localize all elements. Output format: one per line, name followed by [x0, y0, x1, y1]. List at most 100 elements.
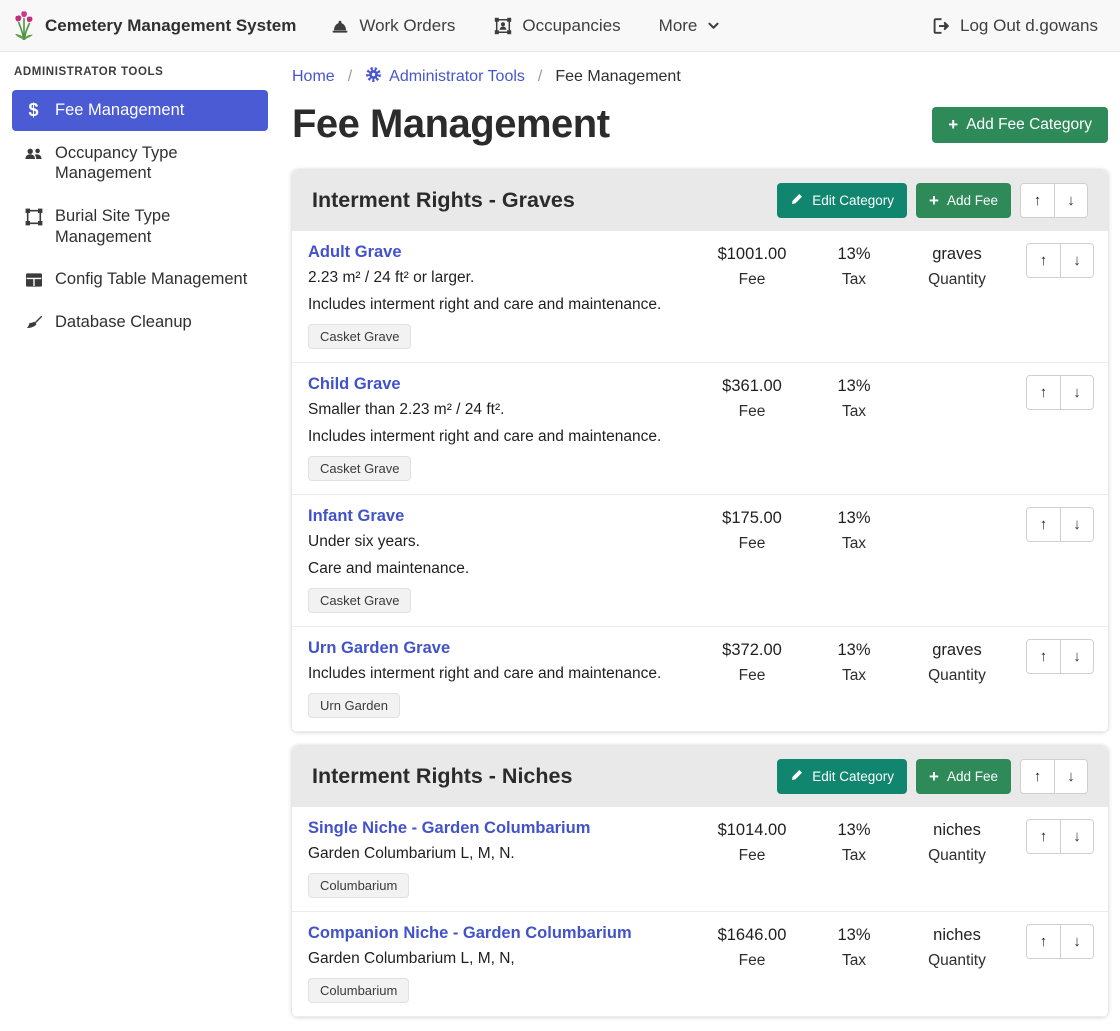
- logout-button[interactable]: Log Out d.gowans: [931, 16, 1098, 36]
- fee-amount-label: Fee: [738, 952, 766, 969]
- category-reorder-buttons: ↑ ↓: [1020, 183, 1088, 218]
- move-fee-up-button[interactable]: ↑: [1027, 244, 1060, 277]
- move-fee-down-button[interactable]: ↓: [1060, 820, 1093, 853]
- category-title: Interment Rights - Graves: [312, 188, 575, 212]
- add-fee-button[interactable]: + Add Fee: [916, 183, 1011, 218]
- fee-tax-column: 13% Tax: [804, 819, 904, 865]
- fee-tax-label: Tax: [841, 952, 867, 969]
- fee-type-tag: Urn Garden: [308, 693, 400, 718]
- sidebar-item-occupancy-type[interactable]: Occupancy Type Management: [12, 133, 268, 194]
- arrow-up-icon: ↑: [1033, 768, 1042, 785]
- fee-quantity-unit: niches: [933, 926, 981, 944]
- sidebar-item-config-table[interactable]: Config Table Management: [12, 259, 268, 300]
- fee-amount-column: $372.00 Fee: [700, 639, 804, 685]
- fee-type-tag: Casket Grave: [308, 456, 412, 481]
- broom-icon: [23, 313, 44, 333]
- move-fee-down-button[interactable]: ↓: [1060, 508, 1093, 541]
- add-fee-button[interactable]: + Add Fee: [916, 759, 1011, 794]
- dollar-icon: $: [28, 100, 39, 120]
- move-category-up-button[interactable]: ↑: [1021, 184, 1054, 217]
- admin-sidebar: ADMINISTRATOR TOOLS $ Fee Management Occ…: [0, 52, 280, 357]
- hard-hat-icon: [330, 16, 350, 36]
- fee-amount-value: $1014.00: [717, 821, 787, 839]
- arrow-down-icon: ↓: [1073, 828, 1081, 845]
- move-category-up-button[interactable]: ↑: [1021, 760, 1054, 793]
- sidebar-heading: ADMINISTRATOR TOOLS: [14, 66, 164, 78]
- fee-quantity-label: Quantity: [928, 952, 986, 969]
- app-title: Cemetery Management System: [45, 15, 297, 35]
- pencil-icon: [790, 192, 804, 209]
- move-fee-up-button[interactable]: ↑: [1027, 640, 1060, 673]
- move-category-down-button[interactable]: ↓: [1054, 760, 1087, 793]
- breadcrumb-home-link[interactable]: Home: [292, 68, 335, 85]
- fee-row: Adult Grave 2.23 m² / 24 ft² or larger. …: [292, 231, 1108, 363]
- fee-name-link[interactable]: Infant Grave: [308, 507, 405, 525]
- fee-amount-column: $1646.00 Fee: [700, 924, 804, 970]
- arrow-up-icon: ↑: [1039, 252, 1048, 269]
- fee-quantity-column: graves Quantity: [904, 243, 1010, 289]
- tulip-logo-icon: [12, 10, 36, 42]
- sidebar-item-burial-site-type[interactable]: Burial Site Type Management: [12, 196, 268, 257]
- add-fee-category-button[interactable]: + Add Fee Category: [932, 106, 1108, 143]
- fee-name-link[interactable]: Companion Niche - Garden Columbarium: [308, 924, 632, 942]
- edit-category-button[interactable]: Edit Category: [777, 759, 908, 794]
- fee-tax-value: 13%: [837, 509, 871, 527]
- gear-icon: [365, 66, 382, 88]
- sidebar-item-database-cleanup[interactable]: Database Cleanup: [12, 302, 268, 343]
- fee-row: Companion Niche - Garden Columbarium Gar…: [292, 912, 1108, 1017]
- nav-more[interactable]: More: [659, 16, 722, 36]
- fee-list: Adult Grave 2.23 m² / 24 ft² or larger. …: [292, 231, 1108, 732]
- fee-type-tag: Casket Grave: [308, 324, 412, 349]
- nav-work-orders[interactable]: Work Orders: [330, 16, 455, 36]
- fee-amount-column: $361.00 Fee: [700, 375, 804, 421]
- move-category-down-button[interactable]: ↓: [1054, 184, 1087, 217]
- breadcrumb: Home / Administrator Tools / Fee Managem…: [292, 66, 1108, 88]
- move-fee-down-button[interactable]: ↓: [1060, 925, 1093, 958]
- fee-name-link[interactable]: Urn Garden Grave: [308, 639, 451, 657]
- plus-icon: +: [929, 767, 939, 786]
- fee-amount-column: $175.00 Fee: [700, 507, 804, 553]
- occupancy-frame-icon: [493, 16, 513, 36]
- sign-out-icon: [931, 16, 951, 36]
- fee-name-link[interactable]: Single Niche - Garden Columbarium: [308, 819, 591, 837]
- fee-name-link[interactable]: Child Grave: [308, 375, 401, 393]
- fee-description-1: Under six years.: [308, 533, 420, 550]
- fee-description-2: Includes interment right and care and ma…: [308, 428, 662, 445]
- fee-reorder-buttons: ↑ ↓: [1026, 243, 1094, 278]
- arrow-up-icon: ↑: [1039, 384, 1048, 401]
- fee-description-1: 2.23 m² / 24 ft² or larger.: [308, 269, 475, 286]
- arrow-up-icon: ↑: [1039, 648, 1048, 665]
- edit-category-button[interactable]: Edit Category: [777, 183, 908, 218]
- nav-occupancies[interactable]: Occupancies: [493, 16, 621, 36]
- fee-tax-column: 13% Tax: [804, 243, 904, 289]
- app-brand[interactable]: Cemetery Management System: [12, 10, 296, 42]
- fee-quantity-unit: graves: [932, 245, 982, 263]
- move-fee-down-button[interactable]: ↓: [1060, 244, 1093, 277]
- move-fee-up-button[interactable]: ↑: [1027, 376, 1060, 409]
- move-fee-up-button[interactable]: ↑: [1027, 820, 1060, 853]
- move-fee-up-button[interactable]: ↑: [1027, 508, 1060, 541]
- breadcrumb-current: Fee Management: [555, 68, 681, 85]
- frame-icon: [23, 207, 44, 227]
- top-navbar: Cemetery Management System Work Orders: [0, 0, 1120, 52]
- fee-quantity-unit: niches: [933, 821, 981, 839]
- sidebar-item-fee-management[interactable]: $ Fee Management: [12, 90, 268, 131]
- move-fee-up-button[interactable]: ↑: [1027, 925, 1060, 958]
- fee-row: Infant Grave Under six years. Care and m…: [292, 495, 1108, 627]
- fee-reorder-buttons: ↑ ↓: [1026, 507, 1094, 542]
- fee-amount-column: $1001.00 Fee: [700, 243, 804, 289]
- fee-amount-label: Fee: [738, 667, 766, 684]
- fee-row: Urn Garden Grave Includes interment righ…: [292, 627, 1108, 732]
- arrow-up-icon: ↑: [1033, 192, 1042, 209]
- fee-amount-value: $1001.00: [717, 245, 787, 263]
- move-fee-down-button[interactable]: ↓: [1060, 640, 1093, 673]
- fee-tax-value: 13%: [837, 926, 871, 944]
- fee-description-1: Garden Columbarium L, M, N.: [308, 845, 515, 862]
- breadcrumb-admin-tools-link[interactable]: Administrator Tools: [365, 66, 525, 88]
- fee-amount-label: Fee: [738, 271, 766, 288]
- arrow-down-icon: ↓: [1073, 384, 1081, 401]
- move-fee-down-button[interactable]: ↓: [1060, 376, 1093, 409]
- fee-name-link[interactable]: Adult Grave: [308, 243, 402, 261]
- fee-description-1: Smaller than 2.23 m² / 24 ft².: [308, 401, 505, 418]
- fee-row: Child Grave Smaller than 2.23 m² / 24 ft…: [292, 363, 1108, 495]
